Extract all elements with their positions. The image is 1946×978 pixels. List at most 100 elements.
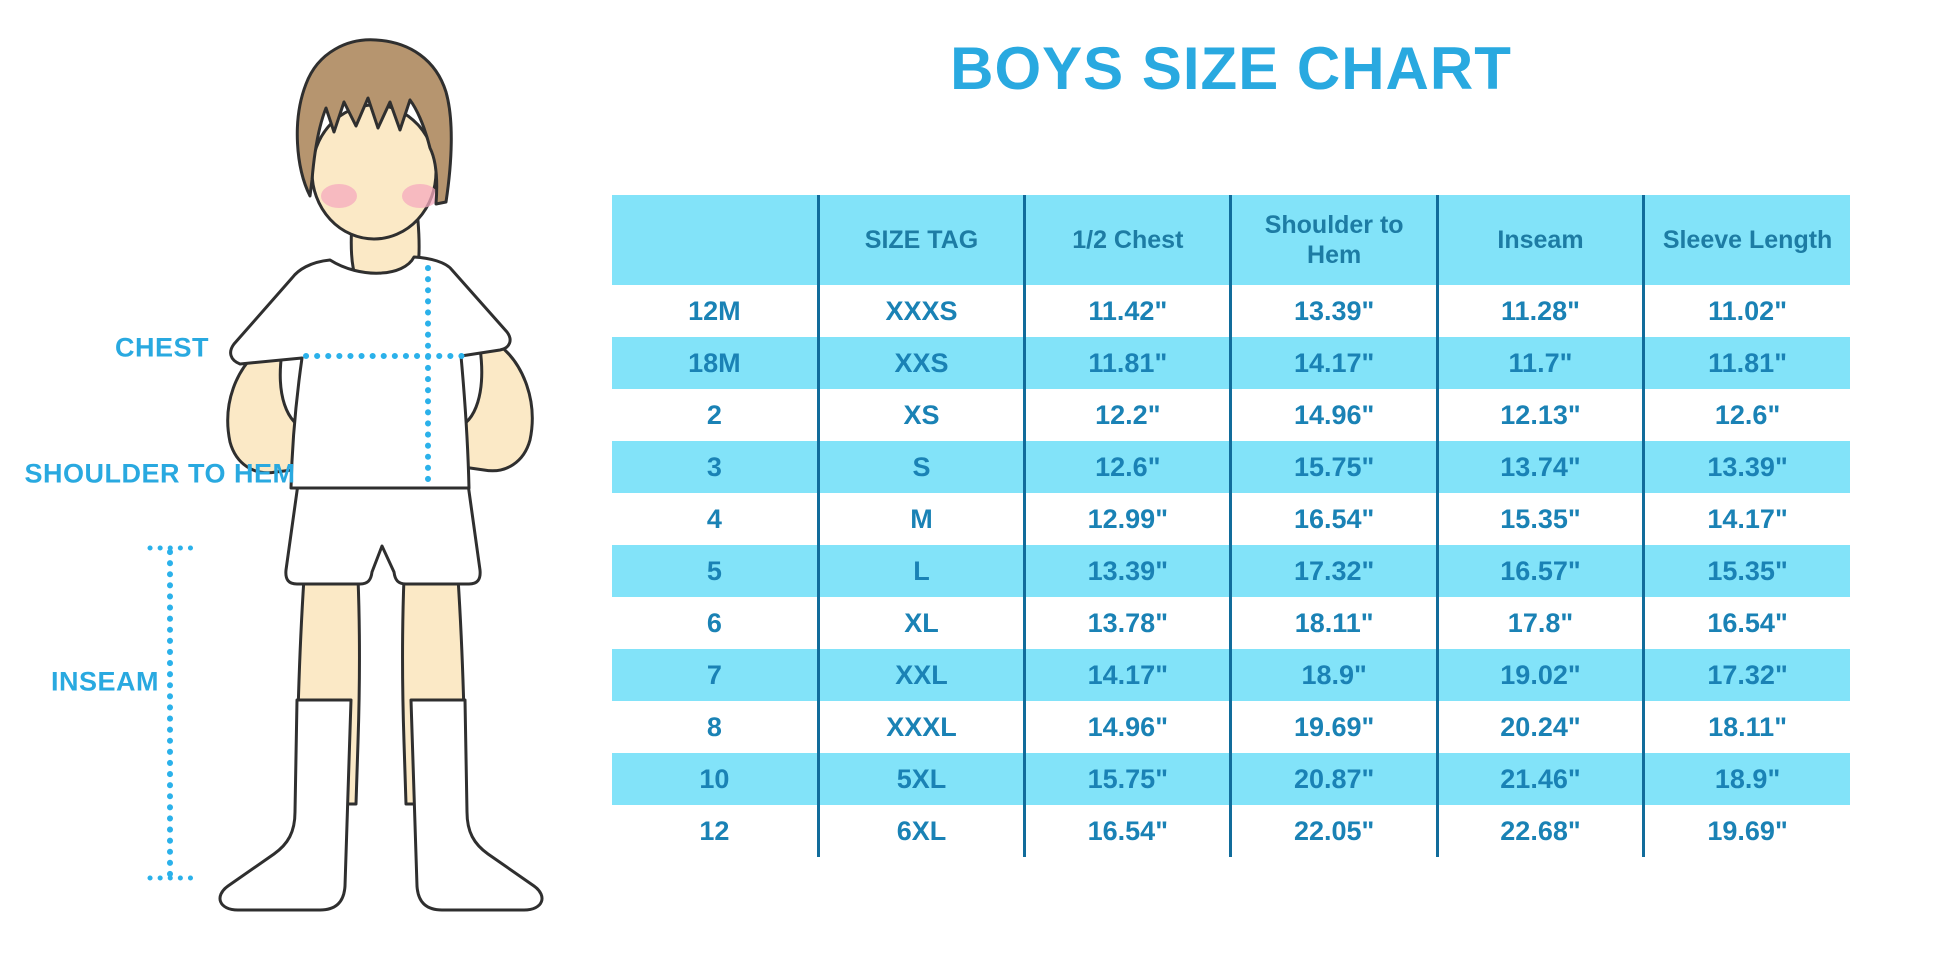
right-cheek [402, 184, 438, 208]
right-arm [454, 342, 534, 473]
column-header-size-tag: SIZE TAG [816, 195, 1025, 285]
size-number-cell: 8 [706, 711, 722, 742]
measurement-cell: 13.39" [1229, 285, 1438, 337]
measurement-cell: 20.87" [1229, 753, 1438, 805]
measurement-cell: 13.74" [1435, 441, 1644, 493]
table-row: 10 5XL 15.75" 20.87" 21.46" 18.9" [612, 753, 1850, 805]
table-header-row: SIZE TAG 1/2 Chest Shoulder to Hem Inseam Sl… [612, 195, 1850, 285]
table-row: 4 M 12.99" 16.54" 15.35" 14.17" [612, 493, 1850, 545]
table-row: 6 XL 13.78" 18.11" 17.8" 16.54" [612, 597, 1850, 649]
table-row: 3 S 12.6" 15.75" 13.74" 13.39" [612, 441, 1850, 493]
measurement-cell: 14.17" [1229, 337, 1438, 389]
measurement-cell: 19.69" [1642, 805, 1850, 857]
column-header-1-2-chest: 1/2 Chest [1023, 195, 1231, 285]
measurement-cell: 15.75" [1023, 753, 1231, 805]
size-number-cell: 10 [612, 753, 819, 805]
measurement-cell: 5XL [816, 753, 1025, 805]
size-number-cell: 12M [688, 295, 741, 326]
measurement-cell: 18.9" [1229, 649, 1438, 701]
size-number-cell: 2 [706, 399, 722, 430]
table-body: 12M XXXS 11.42" 13.39" 11.28" 11.02" 18M XXS 11.… [612, 285, 1850, 857]
boy-measurement-illustration: CHEST SHOULDER TO HEM INSEAM [0, 0, 600, 973]
column-header-shoulder-to-hem: Shoulder to Hem [1229, 195, 1438, 285]
boy-figure-drawing [147, 38, 544, 912]
size-number-cell: 5 [612, 545, 819, 597]
measurement-cell: 12.6" [1642, 389, 1850, 441]
measurement-cell: L [816, 545, 1025, 597]
measurement-cell: 13.39" [1023, 545, 1231, 597]
measurement-cell: 12.99" [1023, 493, 1231, 545]
measurement-cell: 17.8" [1435, 597, 1644, 649]
size-number-cell: 4 [706, 503, 722, 534]
size-number-cell: 18M [612, 337, 819, 389]
measurement-cell: 16.54" [1229, 493, 1438, 545]
page-title: BOYS SIZE CHART [950, 35, 1512, 102]
measurement-cell: 11.81" [1642, 337, 1850, 389]
measurement-cell: 14.17" [1642, 493, 1850, 545]
measurement-cell: 18.9" [1642, 753, 1850, 805]
measurement-cell: 16.54" [1023, 805, 1231, 857]
measurement-cell: 11.7" [1435, 337, 1644, 389]
measurement-cell: 11.28" [1435, 285, 1644, 337]
measurement-cell: 19.02" [1435, 649, 1644, 701]
column-header-blank [612, 195, 819, 285]
measurement-cell: 18.11" [1229, 597, 1438, 649]
column-header-sleeve-length: Sleeve Length [1642, 195, 1850, 285]
measurement-cell: 16.54" [1642, 597, 1850, 649]
size-number-cell: 3 [612, 441, 819, 493]
size-number-cell: 6 [706, 607, 722, 638]
hair [295, 38, 453, 206]
size-number-cell: 7 [612, 649, 819, 701]
left-cheek [321, 184, 357, 208]
inseam-label: INSEAM [50, 666, 160, 697]
measurement-cell: 15.75" [1229, 441, 1438, 493]
measurement-cell: 13.78" [1023, 597, 1231, 649]
measurement-cell: 13.39" [1642, 441, 1850, 493]
measurement-cell: 22.05" [1229, 805, 1438, 857]
table-row: 7 XXL 14.17" 18.9" 19.02" 17.32" [612, 649, 1850, 701]
shorts [284, 482, 482, 586]
measurement-cell: 15.35" [1642, 545, 1850, 597]
measurement-cell: 17.32" [1642, 649, 1850, 701]
measurement-cell: XL [816, 597, 1025, 649]
table-row: 5 L 13.39" 17.32" 16.57" 15.35" [612, 545, 1850, 597]
measurement-cell: 14.96" [1023, 701, 1231, 753]
measurement-cell: 21.46" [1435, 753, 1644, 805]
table-row: 8 XXXL 14.96" 19.69" 20.24" 18.11" [612, 701, 1850, 753]
measurement-cell: XXXL [816, 701, 1025, 753]
measurement-cell: 11.42" [1023, 285, 1231, 337]
measurement-cell: S [816, 441, 1025, 493]
measurement-cell: 19.69" [1229, 701, 1438, 753]
measurement-cell: 18.11" [1642, 701, 1850, 753]
table-row: 12 6XL 16.54" 22.05" 22.68" 19.69" [612, 805, 1850, 857]
table-row: 18M XXS 11.81" 14.17" 11.7" 11.81" [612, 337, 1850, 389]
measurement-cell: 11.02" [1642, 285, 1850, 337]
measurement-cell: 12.2" [1023, 389, 1231, 441]
size-chart-table: SIZE TAG 1/2 Chest Shoulder to Hem Inseam Sl… [612, 195, 1850, 857]
measurement-cell: 15.35" [1435, 493, 1644, 545]
table-row: 2 XS 12.2" 14.96" 12.13" 12.6" [612, 389, 1850, 441]
measurement-cell: 12.6" [1023, 441, 1231, 493]
measurement-cell: 14.17" [1023, 649, 1231, 701]
table-row: 12M XXXS 11.42" 13.39" 11.28" 11.02" [612, 285, 1850, 337]
size-number-cell: 12 [699, 815, 730, 846]
measurement-cell: 11.81" [1023, 337, 1231, 389]
left-sock [218, 698, 353, 912]
measurement-cell: 22.68" [1435, 805, 1644, 857]
measurement-cell: 17.32" [1229, 545, 1438, 597]
measurement-cell: XXS [816, 337, 1025, 389]
measurement-cell: 16.57" [1435, 545, 1644, 597]
t-shirt [229, 255, 512, 490]
measurement-cell: 14.96" [1229, 389, 1438, 441]
column-header-inseam: Inseam [1435, 195, 1644, 285]
measurement-cell: XS [816, 389, 1025, 441]
left-arm [226, 346, 310, 475]
measurement-cell: XXXS [816, 285, 1025, 337]
right-sock [409, 698, 544, 912]
measurement-cell: M [816, 493, 1025, 545]
shoulder-to-hem-label: SHOULDER TO HEM [24, 458, 296, 489]
measurement-cell: 20.24" [1435, 701, 1644, 753]
measurement-cell: XXL [816, 649, 1025, 701]
chest-label: CHEST [114, 332, 210, 363]
measurement-cell: 12.13" [1435, 389, 1644, 441]
